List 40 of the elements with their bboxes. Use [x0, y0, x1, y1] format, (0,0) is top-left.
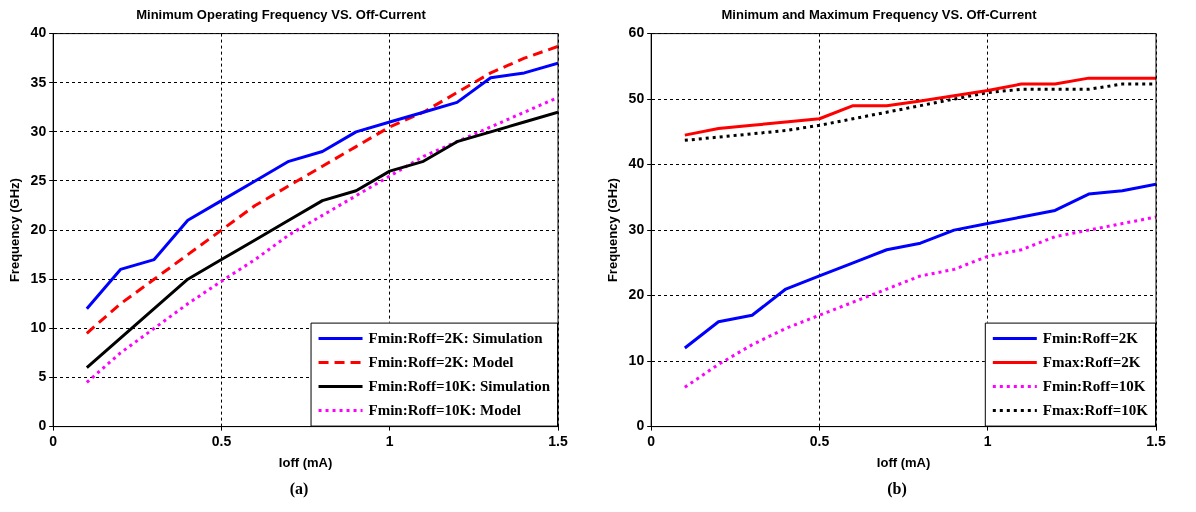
y-tick-label: 30 [628, 220, 645, 237]
y-tick-label: 10 [628, 351, 645, 368]
y-tick-label: 30 [30, 122, 47, 139]
y-tick-label: 25 [30, 171, 47, 188]
y-tick-label: 50 [628, 89, 645, 106]
y-axis-title: Frequency (GHz) [605, 178, 621, 283]
legend-label: Fmin:Roff=2K [1042, 330, 1139, 347]
y-tick-label: 20 [628, 286, 645, 303]
chart-title: Minimum Operating Frequency VS. Off-Current [136, 7, 427, 23]
y-tick-label: 0 [636, 417, 645, 434]
legend-label: Fmin:Roff=2K: Model [368, 354, 514, 371]
x-axis-title: Ioff (mA) [278, 454, 333, 470]
x-tick-label: 1.5 [548, 432, 568, 449]
y-tick-label: 15 [30, 270, 47, 287]
y-tick-label: 40 [628, 155, 645, 172]
x-tick-label: 1.5 [1146, 432, 1166, 449]
y-tick-label: 0 [38, 417, 47, 434]
y-tick-label: 10 [30, 319, 47, 336]
x-tick-label: 0 [49, 432, 58, 449]
legend-label: Fmin:Roff=2K: Simulation [368, 330, 544, 347]
legend-label: Fmin:Roff=10K: Simulation [368, 378, 551, 395]
x-tick-label: 0 [647, 432, 656, 449]
text: (a) [289, 480, 309, 498]
y-tick-label: 60 [628, 24, 645, 41]
x-axis-title: Ioff (mA) [876, 454, 931, 470]
legend-label: Fmax:Roff=2K [1042, 354, 1141, 371]
x-tick-label: 1 [983, 432, 992, 449]
x-tick-label: 0.5 [211, 432, 232, 449]
x-tick-label: 1 [385, 432, 394, 449]
y-tick-label: 20 [30, 220, 47, 237]
y-tick-label: 35 [30, 73, 47, 90]
legend-label: Fmax:Roff=10K [1042, 402, 1149, 419]
y-tick-label: 5 [38, 368, 47, 385]
y-axis-title: Frequency (GHz) [7, 178, 23, 283]
text: (b) [887, 480, 907, 498]
legend-label: Fmin:Roff=10K [1042, 378, 1146, 395]
x-tick-label: 0.5 [809, 432, 830, 449]
legend-label: Fmin:Roff=10K: Model [368, 402, 521, 419]
chart-title: Minimum and Maximum Frequency VS. Off-Current [721, 7, 1038, 23]
y-tick-label: 40 [30, 24, 47, 41]
